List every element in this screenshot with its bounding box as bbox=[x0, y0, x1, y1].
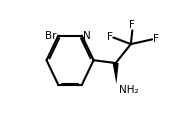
Text: Br: Br bbox=[45, 31, 57, 41]
Text: NH₂: NH₂ bbox=[119, 85, 138, 95]
Text: F: F bbox=[129, 20, 135, 30]
Polygon shape bbox=[113, 63, 119, 84]
Text: N: N bbox=[83, 31, 91, 41]
Text: F: F bbox=[107, 32, 113, 42]
Text: F: F bbox=[153, 34, 159, 44]
